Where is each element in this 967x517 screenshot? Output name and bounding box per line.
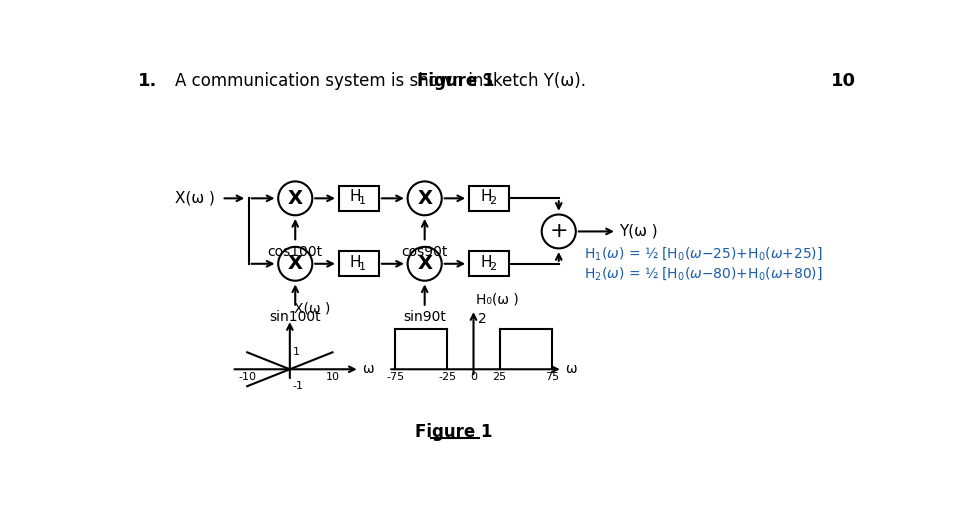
Text: 2: 2 <box>489 262 496 272</box>
Text: 2: 2 <box>478 312 487 326</box>
Text: H: H <box>481 189 491 204</box>
Text: H: H <box>481 255 491 270</box>
Text: 10: 10 <box>831 72 856 90</box>
Text: sin90t: sin90t <box>403 310 446 324</box>
Text: 10: 10 <box>326 372 339 382</box>
Text: -25: -25 <box>438 372 456 382</box>
Circle shape <box>408 181 442 215</box>
Text: X: X <box>288 254 303 273</box>
Text: 25: 25 <box>492 372 507 382</box>
Text: ω: ω <box>565 362 576 376</box>
Text: cos100t: cos100t <box>268 245 323 258</box>
FancyBboxPatch shape <box>338 251 379 276</box>
Text: A communication system is shown in: A communication system is shown in <box>175 72 488 90</box>
Circle shape <box>408 247 442 281</box>
Text: 1: 1 <box>359 196 366 206</box>
Text: X: X <box>417 254 432 273</box>
Text: sin100t: sin100t <box>270 310 321 324</box>
Text: H$_1$($\omega$) = ½ [H$_0$($\omega$$-$25)+H$_0$($\omega$+25)]: H$_1$($\omega$) = ½ [H$_0$($\omega$$-$25… <box>584 246 823 262</box>
Text: 75: 75 <box>545 372 559 382</box>
Circle shape <box>278 181 312 215</box>
Text: cos90t: cos90t <box>401 245 448 258</box>
Text: -10: -10 <box>238 372 256 382</box>
Text: Figure 1: Figure 1 <box>416 423 493 442</box>
FancyBboxPatch shape <box>469 186 510 210</box>
Text: X(ω ): X(ω ) <box>294 301 330 315</box>
Text: 0: 0 <box>470 372 477 382</box>
Text: Figure 1: Figure 1 <box>417 72 494 90</box>
Text: +: + <box>549 221 568 241</box>
Text: -75: -75 <box>386 372 404 382</box>
Text: 1.: 1. <box>138 72 158 90</box>
Text: Y(ω ): Y(ω ) <box>619 224 658 239</box>
Text: H: H <box>350 255 362 270</box>
Text: 1: 1 <box>359 262 366 272</box>
Text: H$_2$($\omega$) = ½ [H$_0$($\omega$$-$80)+H$_0$($\omega$+80)]: H$_2$($\omega$) = ½ [H$_0$($\omega$$-$80… <box>584 265 823 282</box>
FancyBboxPatch shape <box>469 251 510 276</box>
Text: 1: 1 <box>293 347 300 357</box>
Text: -1: -1 <box>293 381 304 391</box>
FancyBboxPatch shape <box>338 186 379 210</box>
Circle shape <box>278 247 312 281</box>
Text: . Sketch Y(ω).: . Sketch Y(ω). <box>472 72 586 90</box>
Text: H: H <box>350 189 362 204</box>
Text: X: X <box>417 189 432 208</box>
Text: X(ω ): X(ω ) <box>175 191 215 206</box>
Text: H₀(ω ): H₀(ω ) <box>476 292 518 306</box>
Text: ω: ω <box>362 362 373 376</box>
Text: X: X <box>288 189 303 208</box>
Circle shape <box>542 215 575 248</box>
Text: 2: 2 <box>489 196 496 206</box>
